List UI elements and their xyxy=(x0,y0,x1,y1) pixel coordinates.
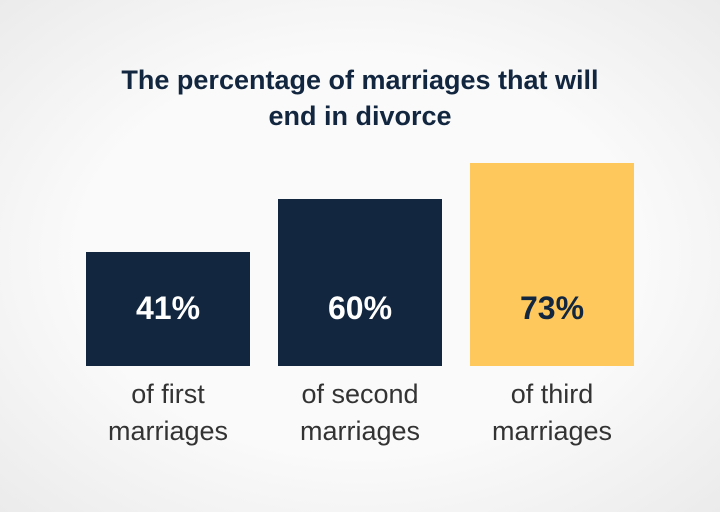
value-label: 60% xyxy=(327,290,393,327)
bar: 41% xyxy=(86,251,250,366)
value-label: 41% xyxy=(135,290,201,327)
bar: 60% xyxy=(278,198,442,366)
category-label: of second marriages xyxy=(299,379,421,446)
bar: 73% xyxy=(470,162,634,366)
category-label: of first marriages xyxy=(107,379,229,446)
category-label: of third marriages xyxy=(491,379,613,446)
chart-title: The percentage of marriages that will en… xyxy=(121,65,599,131)
value-label: 73% xyxy=(519,290,585,327)
